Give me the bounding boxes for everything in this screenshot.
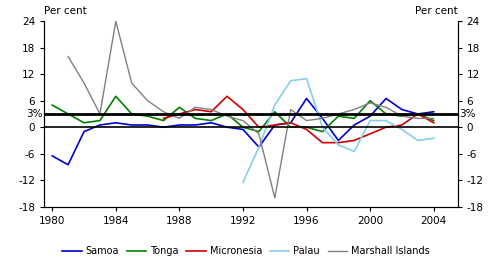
Legend: Samoa, Tonga, Micronesia, Palau, Marshall Islands: Samoa, Tonga, Micronesia, Palau, Marshal…	[59, 242, 433, 260]
Text: 3%: 3%	[26, 109, 42, 119]
Text: 3%: 3%	[460, 109, 476, 119]
Text: Per cent: Per cent	[44, 6, 87, 16]
Text: Per cent: Per cent	[415, 6, 458, 16]
